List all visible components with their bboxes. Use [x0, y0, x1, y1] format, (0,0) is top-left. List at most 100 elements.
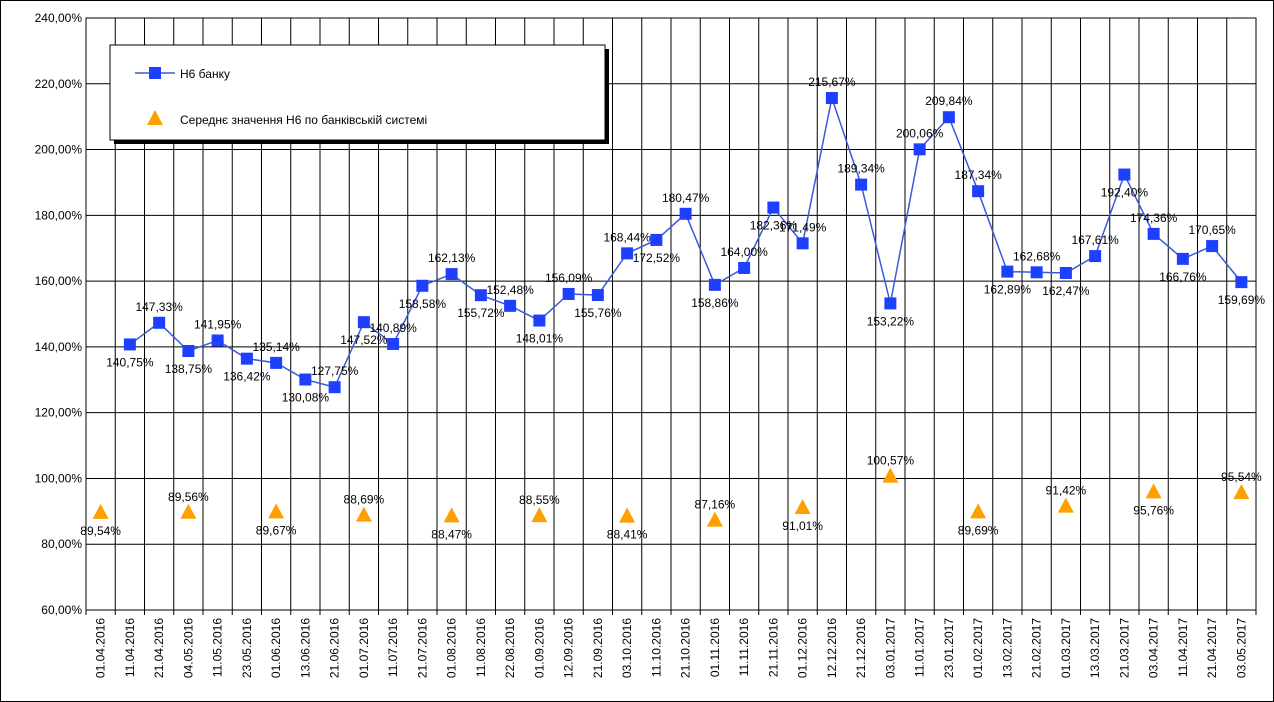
y-tick-label: 220,00% — [35, 77, 83, 91]
data-label: 135,14% — [252, 340, 300, 354]
data-point — [825, 92, 838, 105]
data-point — [1030, 266, 1043, 279]
data-label: 162,68% — [1013, 249, 1061, 263]
x-tick-label: 01.08.2016 — [445, 618, 459, 678]
x-tick-label: 21.03.2017 — [1117, 618, 1131, 678]
data-point — [180, 503, 197, 519]
y-tick-label: 80,00% — [41, 537, 82, 551]
data-point — [650, 233, 663, 246]
x-tick-label: 21.10.2016 — [679, 618, 693, 678]
data-label: 182,36% — [750, 219, 798, 233]
y-tick-label: 160,00% — [35, 274, 83, 288]
data-label: 167,61% — [1071, 233, 1119, 247]
data-label: 147,52% — [340, 333, 388, 347]
data-label: 187,34% — [954, 168, 1002, 182]
data-label: 88,55% — [519, 493, 560, 507]
data-point — [591, 289, 604, 302]
x-tick-label: 11.07.2016 — [386, 618, 400, 677]
data-label: 171,49% — [779, 220, 827, 234]
data-label: 172,52% — [633, 251, 681, 265]
data-label: 162,47% — [1042, 284, 1090, 298]
data-point — [474, 289, 487, 302]
x-tick-label: 21.07.2016 — [415, 618, 429, 678]
data-point — [357, 316, 370, 329]
data-point — [738, 261, 751, 274]
data-label: 164,00% — [720, 245, 768, 259]
x-tick-label: 21.09.2016 — [591, 618, 605, 678]
data-label: 159,69% — [1218, 293, 1266, 307]
data-label: 156,09% — [545, 271, 593, 285]
data-point — [211, 334, 224, 347]
data-point — [855, 178, 868, 191]
x-tick-label: 13.06.2016 — [298, 618, 312, 678]
data-point — [268, 503, 285, 519]
data-point — [387, 337, 400, 350]
data-point — [1206, 240, 1219, 253]
data-point — [796, 237, 809, 250]
data-point — [1145, 483, 1162, 499]
legend-marker — [149, 67, 161, 79]
data-label: 170,65% — [1188, 223, 1236, 237]
x-tick-label: 22.08.2016 — [503, 618, 517, 678]
x-tick-label: 01.11.2016 — [708, 618, 722, 677]
data-point — [299, 373, 312, 386]
data-label: 89,67% — [256, 523, 297, 537]
y-tick-label: 180,00% — [35, 208, 83, 222]
data-point — [942, 111, 955, 124]
data-point — [153, 316, 166, 329]
data-point — [1176, 252, 1189, 265]
data-point — [443, 507, 460, 523]
data-label: 95,76% — [1133, 503, 1174, 517]
data-label: 192,40% — [1101, 186, 1149, 200]
data-label: 158,58% — [399, 297, 447, 311]
x-tick-label: 12.12.2016 — [825, 618, 839, 678]
data-label: 155,76% — [574, 306, 622, 320]
data-point — [533, 314, 546, 327]
x-tick-label: 04.05.2016 — [181, 618, 195, 678]
x-tick-label: 21.11.2016 — [766, 618, 780, 677]
data-point — [1233, 484, 1250, 500]
data-point — [355, 506, 372, 522]
data-label: 138,75% — [165, 362, 213, 376]
data-label: 89,54% — [80, 524, 121, 538]
x-tick-label: 11.04.2016 — [123, 618, 137, 677]
x-tick-label: 23.01.2017 — [942, 618, 956, 678]
data-label: 180,47% — [662, 191, 710, 205]
data-label: 215,67% — [808, 75, 856, 89]
data-point — [1057, 497, 1074, 513]
data-point — [92, 503, 109, 519]
data-label: 147,33% — [135, 300, 183, 314]
x-tick-label: 11.08.2016 — [474, 618, 488, 677]
data-point — [882, 467, 899, 483]
data-point — [619, 507, 636, 523]
data-label: 155,72% — [457, 306, 505, 320]
x-tick-label: 01.09.2016 — [532, 618, 546, 678]
x-tick-label: 01.04.2016 — [94, 618, 108, 678]
data-point — [1089, 250, 1102, 263]
x-tick-label: 11.01.2017 — [913, 618, 927, 677]
data-label: 209,84% — [925, 94, 973, 108]
data-label: 87,16% — [695, 498, 736, 512]
data-label: 141,95% — [194, 317, 242, 331]
legend-marker — [147, 110, 163, 125]
x-tick-label: 13.03.2017 — [1088, 618, 1102, 678]
y-tick-label: 140,00% — [35, 340, 83, 354]
data-label: 162,89% — [984, 283, 1032, 297]
data-label: 162,13% — [428, 251, 476, 265]
data-point — [1001, 265, 1014, 278]
data-label: 89,69% — [958, 523, 999, 537]
data-label: 166,76% — [1159, 270, 1207, 284]
data-point — [445, 268, 458, 281]
data-point — [679, 207, 692, 220]
data-label: 88,69% — [344, 493, 385, 507]
data-label: 158,86% — [691, 296, 739, 310]
x-tick-label: 03.05.2017 — [1234, 618, 1248, 678]
data-point — [123, 338, 136, 351]
data-point — [240, 352, 253, 365]
data-point — [708, 278, 721, 291]
data-point — [767, 201, 780, 214]
data-label: 91,42% — [1046, 484, 1087, 498]
data-label: 130,08% — [282, 391, 330, 405]
data-point — [1147, 227, 1160, 240]
x-tick-label: 21.04.2016 — [152, 618, 166, 678]
